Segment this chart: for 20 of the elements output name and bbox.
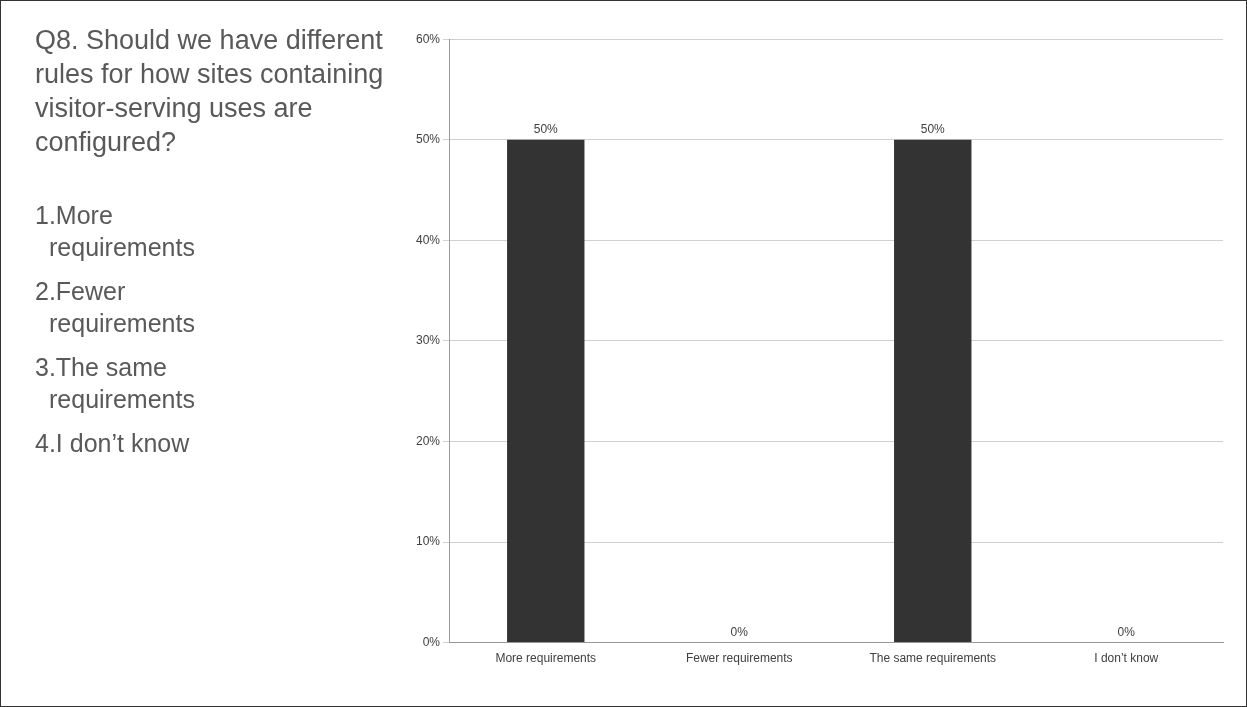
data-label: 50%	[533, 122, 559, 137]
text: 3.The same requirements	[35, 352, 196, 415]
x-tick-label: I don’t know	[1094, 651, 1159, 666]
x-tick-label: More requirements	[495, 651, 597, 666]
data-label: 0%	[1117, 624, 1136, 639]
data-label: 0%	[730, 624, 749, 639]
x-tick-label: Fewer requirements	[685, 651, 793, 666]
text: Q8. Should we have different rules for how sites containing visitor-serving uses are configured?	[35, 24, 385, 159]
y-tick-label: 10%	[415, 534, 441, 549]
x-tick-label: The same requirements	[869, 651, 997, 666]
text: 4.I don’t know	[35, 428, 191, 459]
y-tick-label: 0%	[422, 634, 441, 649]
y-tick-label: 20%	[415, 433, 441, 448]
text: 1.More requirements	[35, 200, 196, 263]
data-label: 50%	[920, 122, 946, 137]
y-tick-label: 60%	[415, 31, 441, 46]
text: 2.Fewer requirements	[35, 276, 196, 339]
y-tick-label: 30%	[415, 333, 441, 348]
y-tick-label: 50%	[415, 132, 441, 147]
y-tick-label: 40%	[415, 232, 441, 247]
